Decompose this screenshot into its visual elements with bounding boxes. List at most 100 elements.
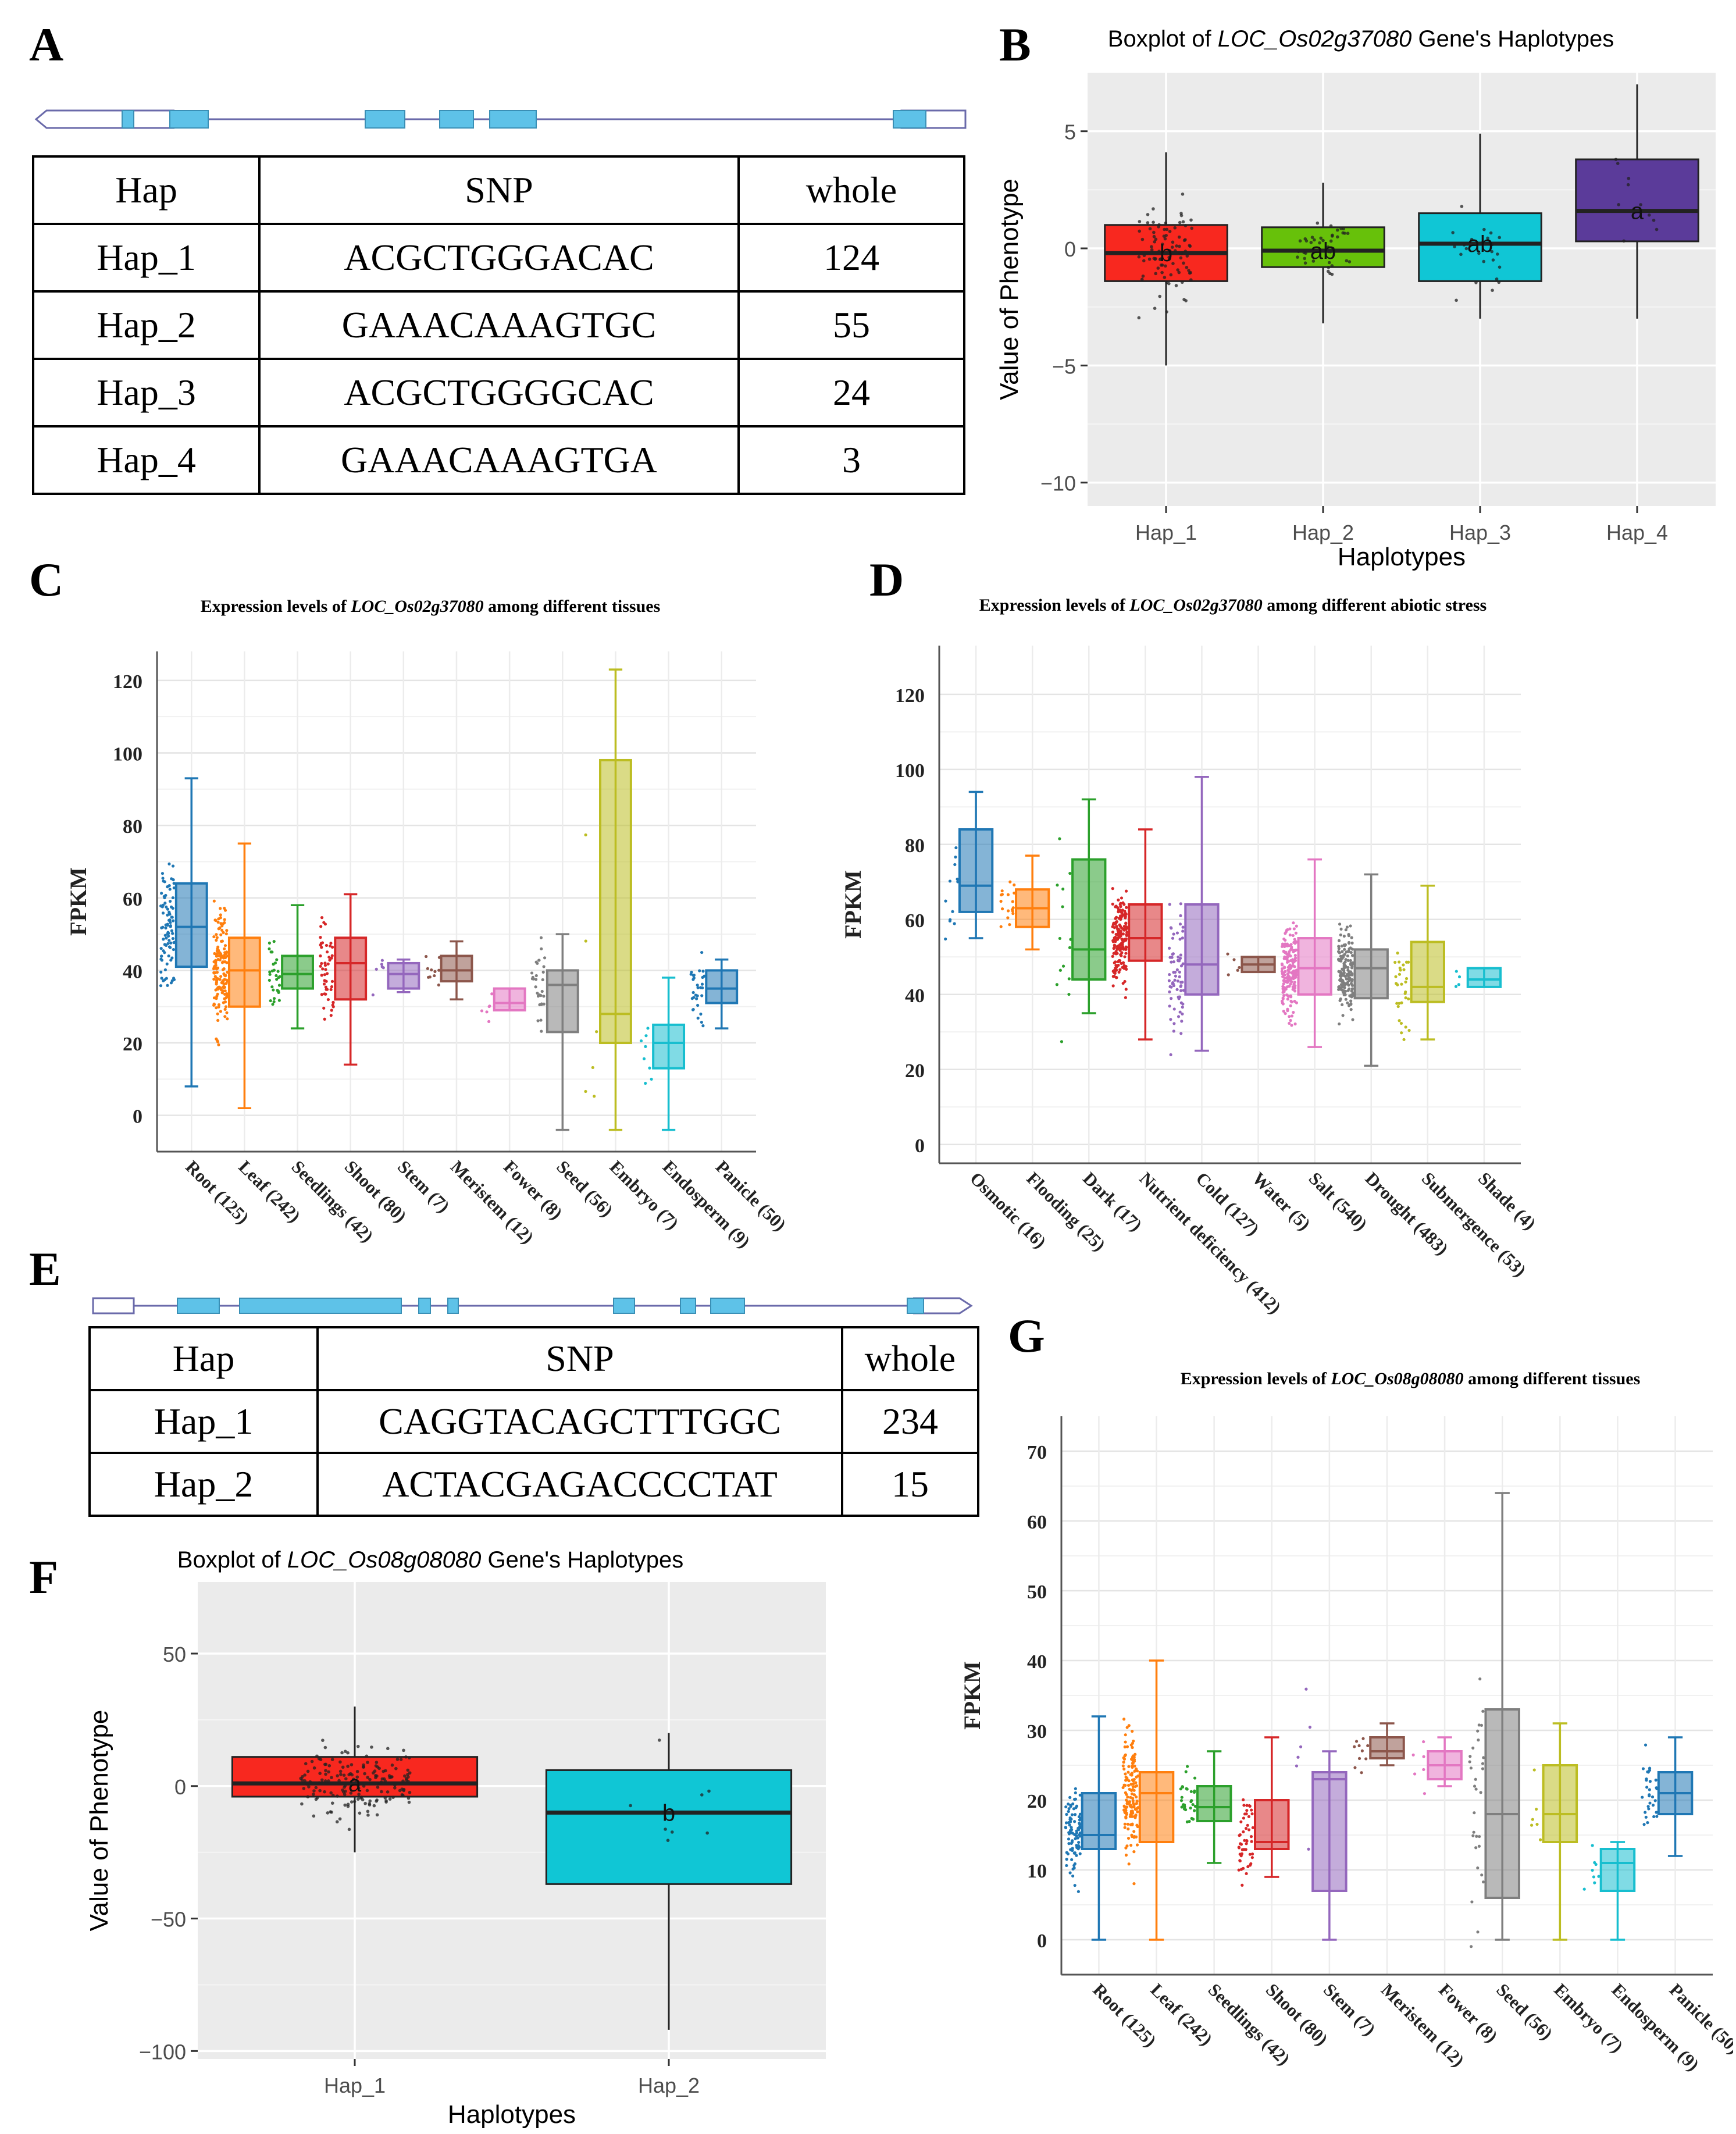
y-tick-label: 20	[1027, 1791, 1047, 1812]
data-point	[1179, 1787, 1182, 1791]
data-point	[1127, 1724, 1131, 1727]
data-point	[1344, 958, 1348, 961]
data-point	[698, 969, 701, 972]
table-e-cell: 15	[841, 1452, 979, 1517]
y-tick-label: 40	[1027, 1651, 1047, 1673]
jitter-point	[312, 1793, 315, 1796]
jitter-point	[318, 1781, 321, 1785]
data-point	[1114, 952, 1117, 955]
box	[493, 987, 526, 1011]
jitter-point	[354, 1780, 358, 1784]
data-point	[320, 993, 323, 996]
jitter-point	[403, 1774, 407, 1778]
data-point	[1068, 1795, 1072, 1799]
data-point	[1181, 929, 1185, 933]
data-point	[219, 916, 222, 920]
data-point	[1169, 1053, 1172, 1057]
jitter-point	[359, 1795, 363, 1799]
data-point	[642, 1057, 646, 1060]
data-point	[329, 1014, 333, 1017]
data-point	[1655, 1811, 1658, 1814]
data-point	[1349, 970, 1353, 974]
jitter-point	[378, 1782, 382, 1785]
data-point	[1341, 1014, 1345, 1017]
jitter-point	[1141, 274, 1145, 278]
data-point	[696, 984, 699, 987]
data-point	[1168, 972, 1171, 977]
data-point	[1065, 1851, 1068, 1854]
jitter-point	[1491, 258, 1495, 262]
data-point	[1178, 975, 1181, 978]
jitter-point	[386, 1790, 390, 1794]
data-point	[1281, 997, 1285, 1000]
data-point	[1179, 985, 1182, 988]
data-point	[1186, 1765, 1189, 1768]
jitter-point	[343, 1803, 347, 1807]
data-point	[275, 978, 279, 981]
data-point	[171, 864, 175, 868]
data-point	[541, 970, 545, 974]
chart-title: Boxplot of LOC_Os02g37080 Gene's Haploty…	[1108, 26, 1614, 52]
data-point	[540, 947, 543, 950]
jitter-point	[1327, 265, 1331, 269]
data-point	[1349, 924, 1352, 928]
data-point	[1181, 925, 1185, 929]
jitter-point	[1616, 162, 1620, 165]
jitter-point	[324, 1769, 327, 1772]
data-point	[1242, 1798, 1245, 1802]
data-point	[1290, 945, 1293, 949]
data-point	[433, 970, 437, 973]
data-point	[1000, 889, 1004, 893]
panel-label-c: C	[29, 553, 64, 606]
jitter-point	[323, 1745, 327, 1750]
panel-label-a: A	[29, 18, 64, 71]
data-point	[1339, 927, 1343, 931]
jitter-point	[390, 1764, 394, 1767]
data-point	[1250, 1856, 1254, 1859]
jitter-point	[1345, 259, 1349, 263]
data-point	[1176, 979, 1180, 983]
data-point	[1393, 960, 1397, 964]
box	[1261, 226, 1385, 268]
jitter-point	[1296, 255, 1299, 259]
data-point	[1471, 1834, 1475, 1837]
jitter-point	[670, 1830, 674, 1834]
data-point	[650, 1077, 653, 1081]
data-point	[1247, 1828, 1251, 1832]
data-point	[541, 978, 544, 982]
data-point	[1407, 997, 1410, 1001]
data-point	[1070, 1840, 1074, 1844]
data-point	[1135, 1843, 1139, 1847]
data-point	[1129, 1783, 1133, 1786]
data-point	[1185, 1787, 1188, 1790]
data-point	[1122, 1804, 1126, 1808]
data-point	[1481, 1709, 1485, 1713]
data-point	[323, 973, 326, 977]
data-point	[216, 1018, 220, 1023]
data-point	[1339, 933, 1342, 937]
jitter-point	[1498, 236, 1502, 240]
data-point	[1125, 933, 1128, 936]
data-point	[700, 994, 704, 997]
data-point	[1281, 1002, 1285, 1006]
jitter-point	[344, 1789, 347, 1793]
data-point	[1337, 939, 1341, 942]
data-point	[480, 1009, 484, 1013]
jitter-point	[386, 1747, 390, 1751]
box	[1542, 1764, 1578, 1843]
data-point	[1242, 1816, 1245, 1820]
data-point	[437, 968, 441, 972]
data-point	[1174, 974, 1178, 978]
data-point	[1111, 954, 1114, 958]
jitter-point	[1311, 259, 1316, 263]
data-point	[1072, 1866, 1076, 1870]
data-point	[325, 988, 328, 991]
jitter-point	[327, 1779, 330, 1783]
data-point	[1294, 931, 1298, 935]
data-point	[1239, 1820, 1243, 1823]
data-point	[1117, 963, 1120, 967]
data-point	[1068, 1871, 1072, 1875]
table-e-cell: ACTACGAGACCCCTAT	[316, 1452, 843, 1517]
data-point	[1117, 927, 1120, 931]
data-point	[212, 935, 216, 939]
